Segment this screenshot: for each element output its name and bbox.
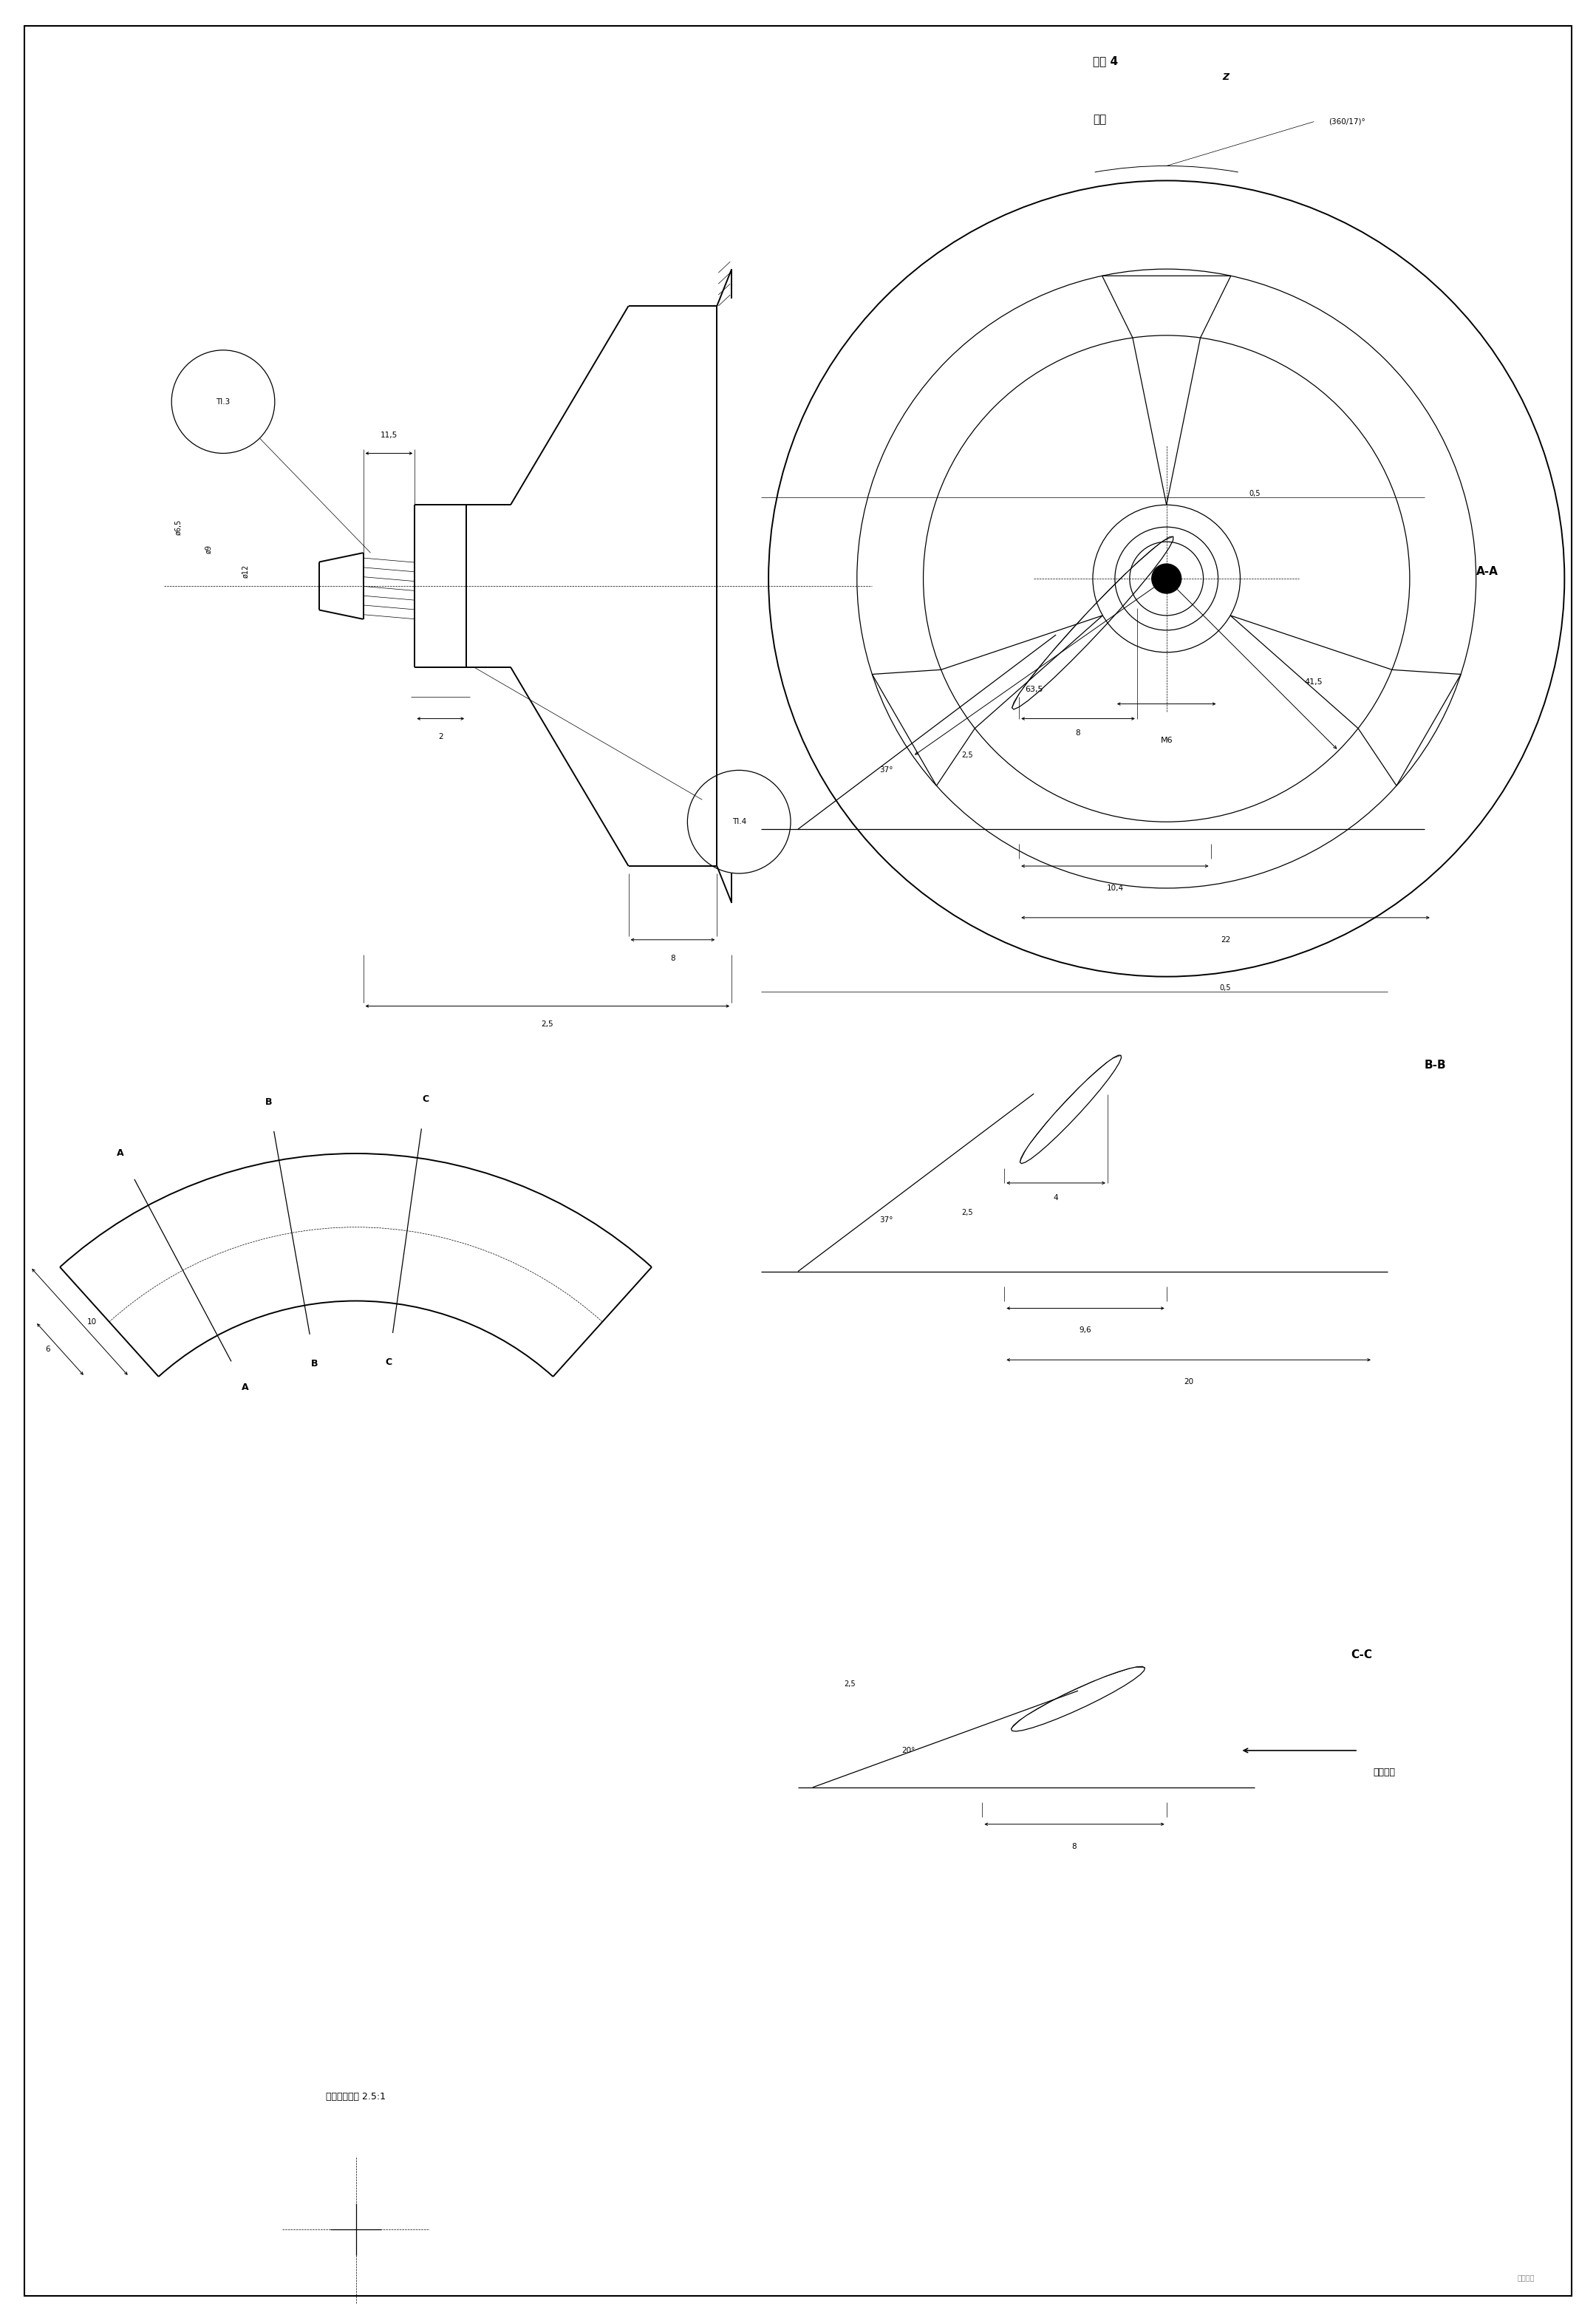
Text: Tl.3: Tl.3 <box>215 397 230 406</box>
Text: C-C: C-C <box>1350 1650 1373 1660</box>
Text: 37°: 37° <box>879 1216 894 1223</box>
Text: 9,6: 9,6 <box>1079 1328 1092 1335</box>
Text: B-B: B-B <box>1425 1058 1446 1070</box>
Text: B: B <box>311 1358 318 1369</box>
Text: 11,5: 11,5 <box>380 432 397 439</box>
Text: 2: 2 <box>439 733 444 740</box>
Text: 22: 22 <box>1221 935 1231 942</box>
Text: 63,5: 63,5 <box>1025 685 1042 694</box>
Text: 2,5: 2,5 <box>844 1680 855 1687</box>
Text: 41,5: 41,5 <box>1306 678 1323 685</box>
Text: 6: 6 <box>46 1346 51 1353</box>
Text: 10: 10 <box>88 1318 97 1325</box>
Text: 2,5: 2,5 <box>541 1021 554 1028</box>
Text: 模友之家: 模友之家 <box>1518 2275 1535 2282</box>
Text: 8: 8 <box>1073 1843 1077 1850</box>
Text: A-A: A-A <box>1476 566 1499 578</box>
Text: 图表 4: 图表 4 <box>1093 56 1119 67</box>
Text: C: C <box>423 1096 429 1105</box>
Text: ø12: ø12 <box>241 564 249 578</box>
Text: 10,4: 10,4 <box>1106 884 1124 891</box>
Text: 0,5: 0,5 <box>1219 984 1231 991</box>
Text: 旋转方向: 旋转方向 <box>1373 1769 1395 1778</box>
Text: 37°: 37° <box>879 766 894 773</box>
Text: 2,5: 2,5 <box>962 752 974 759</box>
Circle shape <box>1152 564 1181 594</box>
Text: 20: 20 <box>1184 1379 1194 1386</box>
Text: B: B <box>265 1098 273 1107</box>
Text: 8: 8 <box>1076 729 1080 738</box>
Text: M6: M6 <box>1160 738 1173 745</box>
Text: ø6,5: ø6,5 <box>176 520 182 534</box>
Text: Tl.4: Tl.4 <box>733 817 747 826</box>
Text: (360/17)°: (360/17)° <box>1328 118 1366 125</box>
Text: 放大部分比例 2.5:1: 放大部分比例 2.5:1 <box>326 2091 386 2103</box>
Text: A: A <box>117 1149 124 1158</box>
Text: A: A <box>241 1383 249 1393</box>
Text: ø9: ø9 <box>204 545 212 555</box>
Text: 2,5: 2,5 <box>962 1209 974 1216</box>
Text: C: C <box>385 1358 393 1367</box>
Text: 0,5: 0,5 <box>1250 490 1261 497</box>
Text: 涡轮: 涡轮 <box>1093 114 1106 125</box>
Text: 8: 8 <box>670 954 675 961</box>
Text: 20°: 20° <box>902 1748 916 1755</box>
Text: Z: Z <box>1223 72 1229 81</box>
Text: 4: 4 <box>1053 1193 1058 1202</box>
